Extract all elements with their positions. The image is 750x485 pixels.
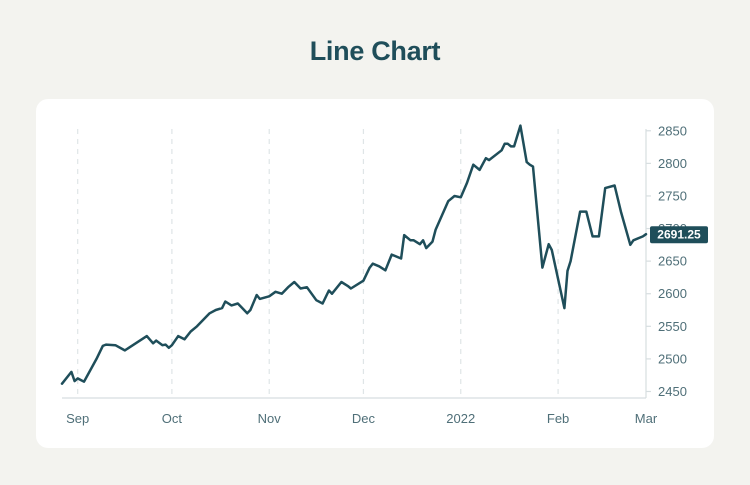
chart-title: Line Chart bbox=[309, 36, 441, 66]
x-tick-label: Nov bbox=[258, 411, 282, 426]
last-value-badge: 2691.25 bbox=[650, 226, 708, 244]
y-tick-label: 2850 bbox=[658, 123, 687, 138]
chart-card: Sep Oct Nov Dec 2022 Feb Mar 2450 2500 2550 2600 2… bbox=[36, 99, 714, 448]
last-value-badge-box bbox=[650, 226, 708, 244]
line-chart: Sep Oct Nov Dec 2022 Feb Mar 2450 2500 2550 2600 2… bbox=[60, 123, 708, 426]
grid-lines bbox=[77, 129, 559, 398]
x-axis-ticks: Sep Oct Nov Dec 2022 Feb Mar bbox=[66, 411, 658, 426]
y-tick-label: 2450 bbox=[658, 384, 687, 399]
y-axis-ticks: 245025002550260026502700275028002850 bbox=[646, 123, 687, 399]
x-tick-label: Sep bbox=[66, 411, 89, 426]
y-tick-label: 2750 bbox=[658, 188, 687, 203]
y-tick-label: 2600 bbox=[658, 286, 687, 301]
y-tick-label: 2800 bbox=[658, 156, 687, 171]
x-tick-label: Oct bbox=[162, 411, 183, 426]
y-tick-label: 2650 bbox=[658, 254, 687, 269]
x-tick-label: Feb bbox=[547, 411, 569, 426]
y-tick-label: 2500 bbox=[658, 351, 687, 366]
x-tick-label: 2022 bbox=[446, 411, 475, 426]
x-tick-label: Mar bbox=[635, 411, 658, 426]
last-value-label: 2691.25 bbox=[657, 228, 701, 242]
x-tick-label: Dec bbox=[352, 411, 376, 426]
y-tick-label: 2550 bbox=[658, 319, 687, 334]
series-line bbox=[60, 124, 648, 385]
